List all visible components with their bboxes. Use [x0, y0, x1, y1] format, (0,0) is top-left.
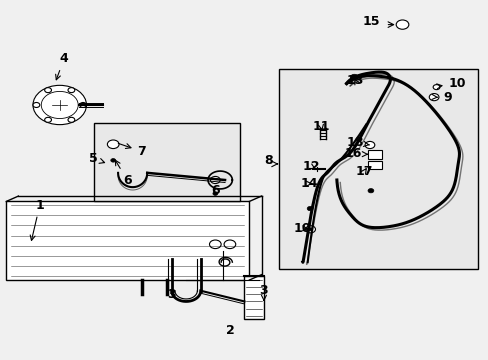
Circle shape: [305, 226, 315, 233]
Text: 1: 1: [30, 199, 44, 240]
Circle shape: [80, 103, 86, 108]
Text: 17: 17: [355, 165, 372, 178]
Circle shape: [428, 94, 438, 101]
FancyBboxPatch shape: [94, 123, 239, 202]
Text: 18: 18: [346, 136, 369, 149]
Text: 14: 14: [300, 177, 317, 190]
Bar: [368, 161, 381, 169]
Circle shape: [107, 140, 119, 149]
Circle shape: [209, 240, 221, 249]
Text: 10: 10: [292, 222, 310, 235]
Circle shape: [212, 192, 217, 195]
Bar: [368, 150, 381, 158]
Text: 16: 16: [344, 148, 367, 161]
Polygon shape: [6, 202, 249, 280]
FancyBboxPatch shape: [278, 69, 477, 269]
Circle shape: [41, 91, 78, 118]
Text: 3: 3: [167, 288, 176, 301]
Text: 8: 8: [264, 154, 272, 167]
Text: 13: 13: [346, 73, 363, 86]
Text: 12: 12: [302, 160, 320, 174]
Circle shape: [44, 87, 51, 93]
Circle shape: [365, 141, 374, 149]
Circle shape: [350, 74, 358, 80]
Text: 5: 5: [89, 152, 104, 165]
Text: 6: 6: [211, 184, 219, 197]
Text: 2: 2: [225, 324, 234, 337]
Circle shape: [210, 176, 220, 184]
Circle shape: [308, 228, 312, 231]
Circle shape: [432, 85, 439, 90]
Text: 7: 7: [118, 143, 146, 158]
Circle shape: [44, 117, 51, 122]
Circle shape: [395, 20, 408, 29]
Circle shape: [33, 103, 40, 108]
Circle shape: [68, 87, 75, 93]
Bar: [244, 276, 264, 319]
Circle shape: [111, 158, 116, 162]
Circle shape: [68, 117, 75, 122]
Circle shape: [224, 240, 235, 249]
Text: 4: 4: [56, 52, 68, 80]
Text: 10: 10: [436, 77, 465, 90]
Circle shape: [367, 189, 373, 193]
Text: 6: 6: [115, 160, 131, 186]
Circle shape: [33, 85, 86, 125]
Text: 15: 15: [362, 15, 379, 28]
Circle shape: [306, 206, 312, 211]
Text: 11: 11: [312, 120, 329, 133]
Text: 3: 3: [259, 284, 268, 301]
Text: 9: 9: [431, 91, 451, 104]
